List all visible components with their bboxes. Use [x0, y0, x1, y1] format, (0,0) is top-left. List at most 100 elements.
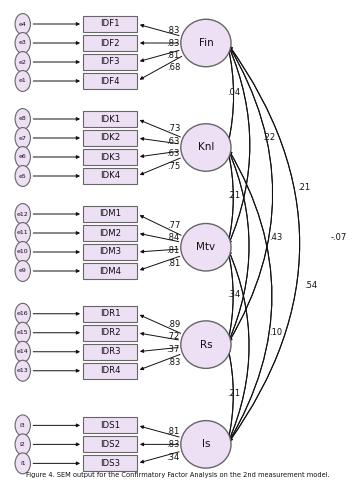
FancyBboxPatch shape: [83, 111, 137, 127]
Circle shape: [15, 360, 30, 381]
Text: .81: .81: [166, 427, 180, 436]
Text: e15: e15: [17, 330, 28, 335]
Text: IDK1: IDK1: [100, 114, 120, 124]
FancyBboxPatch shape: [83, 16, 137, 32]
Text: .68: .68: [168, 64, 181, 72]
Circle shape: [15, 14, 30, 34]
Text: e1: e1: [19, 78, 27, 84]
Text: i3: i3: [20, 423, 26, 428]
Text: .54: .54: [304, 280, 317, 289]
Text: e10: e10: [17, 250, 28, 254]
Text: Rs: Rs: [200, 340, 212, 349]
Circle shape: [15, 32, 30, 54]
Text: Mtv: Mtv: [197, 242, 215, 252]
Text: IDK4: IDK4: [100, 172, 120, 180]
Text: -.07: -.07: [330, 233, 347, 242]
FancyBboxPatch shape: [83, 344, 137, 360]
Text: IDM1: IDM1: [99, 210, 121, 218]
Text: .73: .73: [167, 124, 180, 133]
Text: IDR1: IDR1: [100, 309, 120, 318]
FancyBboxPatch shape: [83, 324, 137, 341]
Text: .21: .21: [297, 184, 310, 192]
FancyBboxPatch shape: [83, 54, 137, 70]
Circle shape: [15, 128, 30, 148]
Text: IDF3: IDF3: [100, 58, 120, 66]
FancyBboxPatch shape: [83, 225, 137, 241]
Text: e9: e9: [19, 268, 27, 274]
Text: e3: e3: [19, 40, 27, 46]
Circle shape: [15, 342, 30, 362]
Text: i1: i1: [20, 461, 26, 466]
Circle shape: [15, 222, 30, 244]
FancyBboxPatch shape: [83, 168, 137, 184]
Text: .83: .83: [166, 440, 179, 449]
Text: .77: .77: [167, 220, 180, 230]
Text: e4: e4: [19, 22, 27, 26]
Text: IDS1: IDS1: [100, 421, 120, 430]
FancyBboxPatch shape: [83, 263, 137, 279]
Circle shape: [15, 70, 30, 92]
Text: IDM3: IDM3: [99, 248, 121, 256]
Text: .34: .34: [166, 452, 180, 462]
Text: IDR2: IDR2: [100, 328, 120, 337]
Circle shape: [15, 415, 30, 436]
Text: IDK3: IDK3: [100, 152, 120, 162]
Text: .81: .81: [166, 246, 179, 255]
Text: .83: .83: [166, 38, 179, 48]
Text: e16: e16: [17, 311, 28, 316]
Text: .81: .81: [167, 258, 180, 268]
Text: .63: .63: [166, 150, 179, 158]
Text: IDF1: IDF1: [100, 20, 120, 28]
FancyBboxPatch shape: [83, 306, 137, 322]
Circle shape: [15, 204, 30, 225]
Circle shape: [15, 146, 30, 168]
Text: .10: .10: [269, 328, 282, 337]
Text: IDR3: IDR3: [100, 347, 120, 356]
Text: e6: e6: [19, 154, 27, 160]
Text: Fin: Fin: [199, 38, 213, 48]
Text: IDM4: IDM4: [99, 266, 121, 276]
Text: .37: .37: [166, 345, 179, 354]
Ellipse shape: [181, 224, 231, 271]
Text: IDK2: IDK2: [100, 134, 120, 142]
FancyBboxPatch shape: [83, 362, 137, 379]
FancyBboxPatch shape: [83, 244, 137, 260]
FancyBboxPatch shape: [83, 73, 137, 89]
Circle shape: [15, 322, 30, 343]
Text: e7: e7: [19, 136, 27, 140]
FancyBboxPatch shape: [83, 436, 137, 452]
Text: .81: .81: [166, 52, 180, 60]
Circle shape: [15, 453, 30, 474]
Text: IDM2: IDM2: [99, 228, 121, 237]
Ellipse shape: [181, 420, 231, 468]
Text: e5: e5: [19, 174, 27, 178]
Text: IDS3: IDS3: [100, 459, 120, 468]
Text: e2: e2: [19, 60, 27, 64]
Text: IDS2: IDS2: [100, 440, 120, 449]
Text: Is: Is: [201, 440, 210, 450]
Ellipse shape: [181, 124, 231, 171]
Text: e12: e12: [17, 212, 28, 216]
FancyBboxPatch shape: [83, 149, 137, 165]
Circle shape: [15, 166, 30, 186]
Text: .83: .83: [167, 358, 180, 366]
FancyBboxPatch shape: [83, 206, 137, 222]
Text: i2: i2: [20, 442, 26, 447]
Text: IDF4: IDF4: [100, 76, 120, 86]
Text: .72: .72: [166, 332, 179, 341]
Text: e8: e8: [19, 116, 27, 121]
Text: .83: .83: [166, 26, 180, 35]
Text: .21: .21: [227, 388, 240, 398]
Circle shape: [15, 434, 30, 455]
Text: .63: .63: [166, 136, 179, 145]
Ellipse shape: [181, 19, 231, 66]
Circle shape: [15, 304, 30, 324]
Text: e13: e13: [17, 368, 28, 373]
Text: IDF2: IDF2: [100, 38, 120, 48]
Text: .34: .34: [227, 290, 240, 299]
Text: Figure 4. SEM output for the Confirmatory Factor Analysis on the 2nd measurement: Figure 4. SEM output for the Confirmator…: [26, 472, 330, 478]
Text: .84: .84: [166, 233, 179, 242]
Text: .04: .04: [227, 88, 240, 98]
Text: .22: .22: [262, 134, 275, 142]
Text: .89: .89: [167, 320, 180, 328]
